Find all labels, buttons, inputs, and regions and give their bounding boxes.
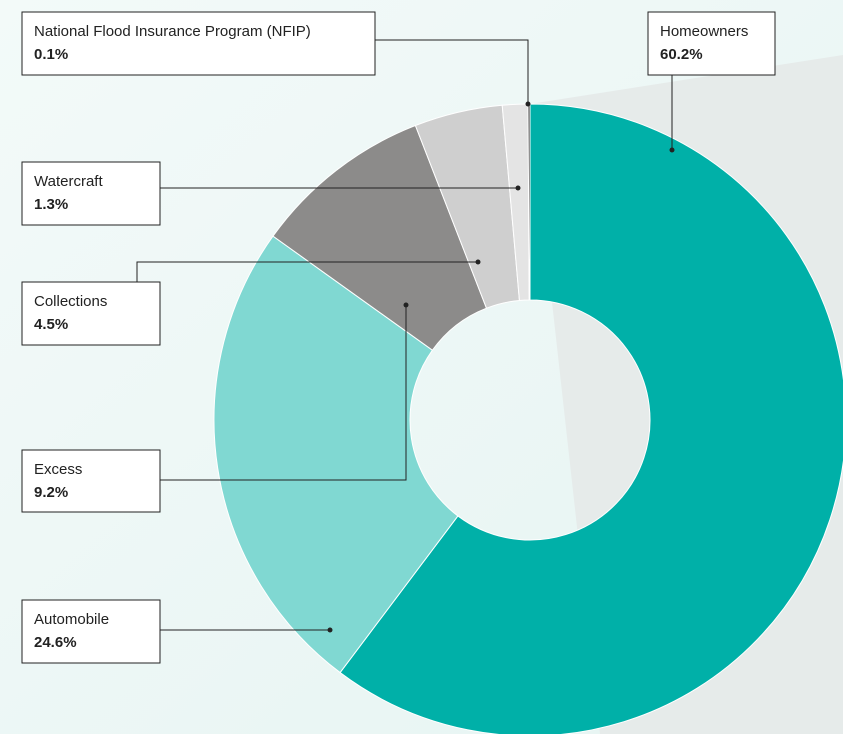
donut-slice bbox=[213, 235, 459, 674]
leader-line bbox=[160, 305, 407, 481]
label-value: 1.3% bbox=[34, 196, 68, 213]
leader-dot bbox=[475, 259, 481, 265]
label-value: 24.6% bbox=[34, 634, 77, 651]
label-box bbox=[21, 11, 376, 76]
label-name: Automobile bbox=[34, 611, 109, 628]
label-name: Homeowners bbox=[660, 23, 748, 40]
leader-dot bbox=[525, 101, 531, 107]
label-value: 9.2% bbox=[34, 484, 68, 501]
leader-line bbox=[375, 39, 529, 104]
label-name: National Flood Insurance Program (NFIP) bbox=[34, 23, 311, 40]
label-box bbox=[647, 11, 776, 76]
label-name: Collections bbox=[34, 293, 107, 310]
label-value: 0.1% bbox=[34, 46, 68, 63]
label-box bbox=[21, 449, 161, 513]
label-value: 4.5% bbox=[34, 316, 68, 333]
label-value: 60.2% bbox=[660, 46, 703, 63]
label-name: Watercraft bbox=[34, 173, 103, 190]
donut-slice bbox=[272, 124, 488, 351]
leader-dot bbox=[403, 302, 409, 308]
label-box bbox=[21, 161, 161, 226]
label-box bbox=[21, 599, 161, 664]
label-box bbox=[21, 281, 161, 346]
leader-dot bbox=[515, 185, 521, 191]
label-name: Excess bbox=[34, 461, 82, 478]
leader-dot bbox=[669, 147, 675, 153]
leader-dot bbox=[327, 627, 333, 633]
donut-slice bbox=[339, 103, 843, 734]
leader-line bbox=[136, 261, 478, 282]
